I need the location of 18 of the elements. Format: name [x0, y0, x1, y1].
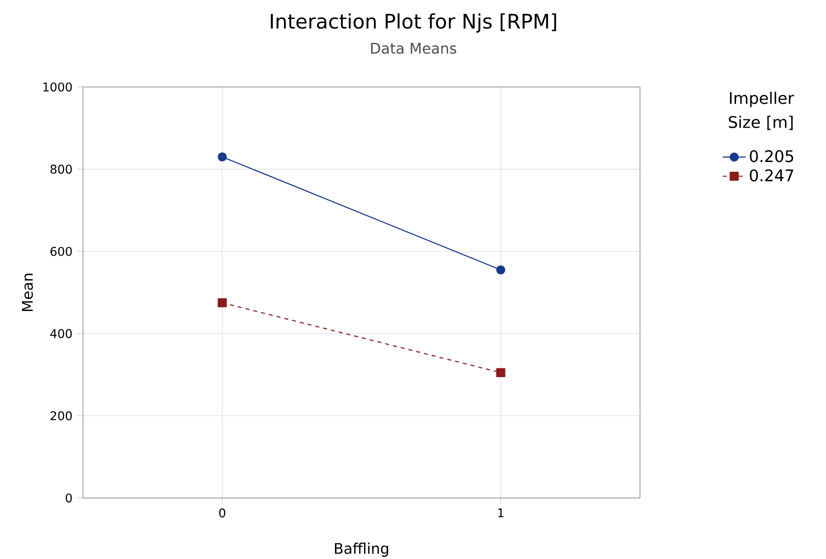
y-tick-label: 200	[50, 411, 72, 420]
point	[496, 368, 506, 378]
chart-title: Interaction Plot for Njs [RPM]	[270, 13, 556, 33]
legend-label: 0.247	[750, 169, 794, 182]
point	[218, 152, 227, 162]
point	[496, 265, 506, 274]
legend-title: Impeller Size [m]	[728, 92, 794, 130]
x-axis-title: Baffling	[334, 542, 388, 557]
y-axis-title: Mean	[22, 274, 33, 312]
x-tick-label: 1	[498, 508, 504, 518]
chart-subtitle: Data Means	[371, 42, 456, 54]
y-tick-label: 0	[66, 493, 72, 503]
y-tick-label: 400	[50, 329, 72, 338]
point	[218, 298, 227, 308]
y-tick-label: 1000	[43, 82, 72, 92]
y-tick-label: 800	[50, 164, 72, 174]
y-tick-label: 600	[50, 246, 72, 256]
legend-label: 0.205	[750, 150, 794, 162]
